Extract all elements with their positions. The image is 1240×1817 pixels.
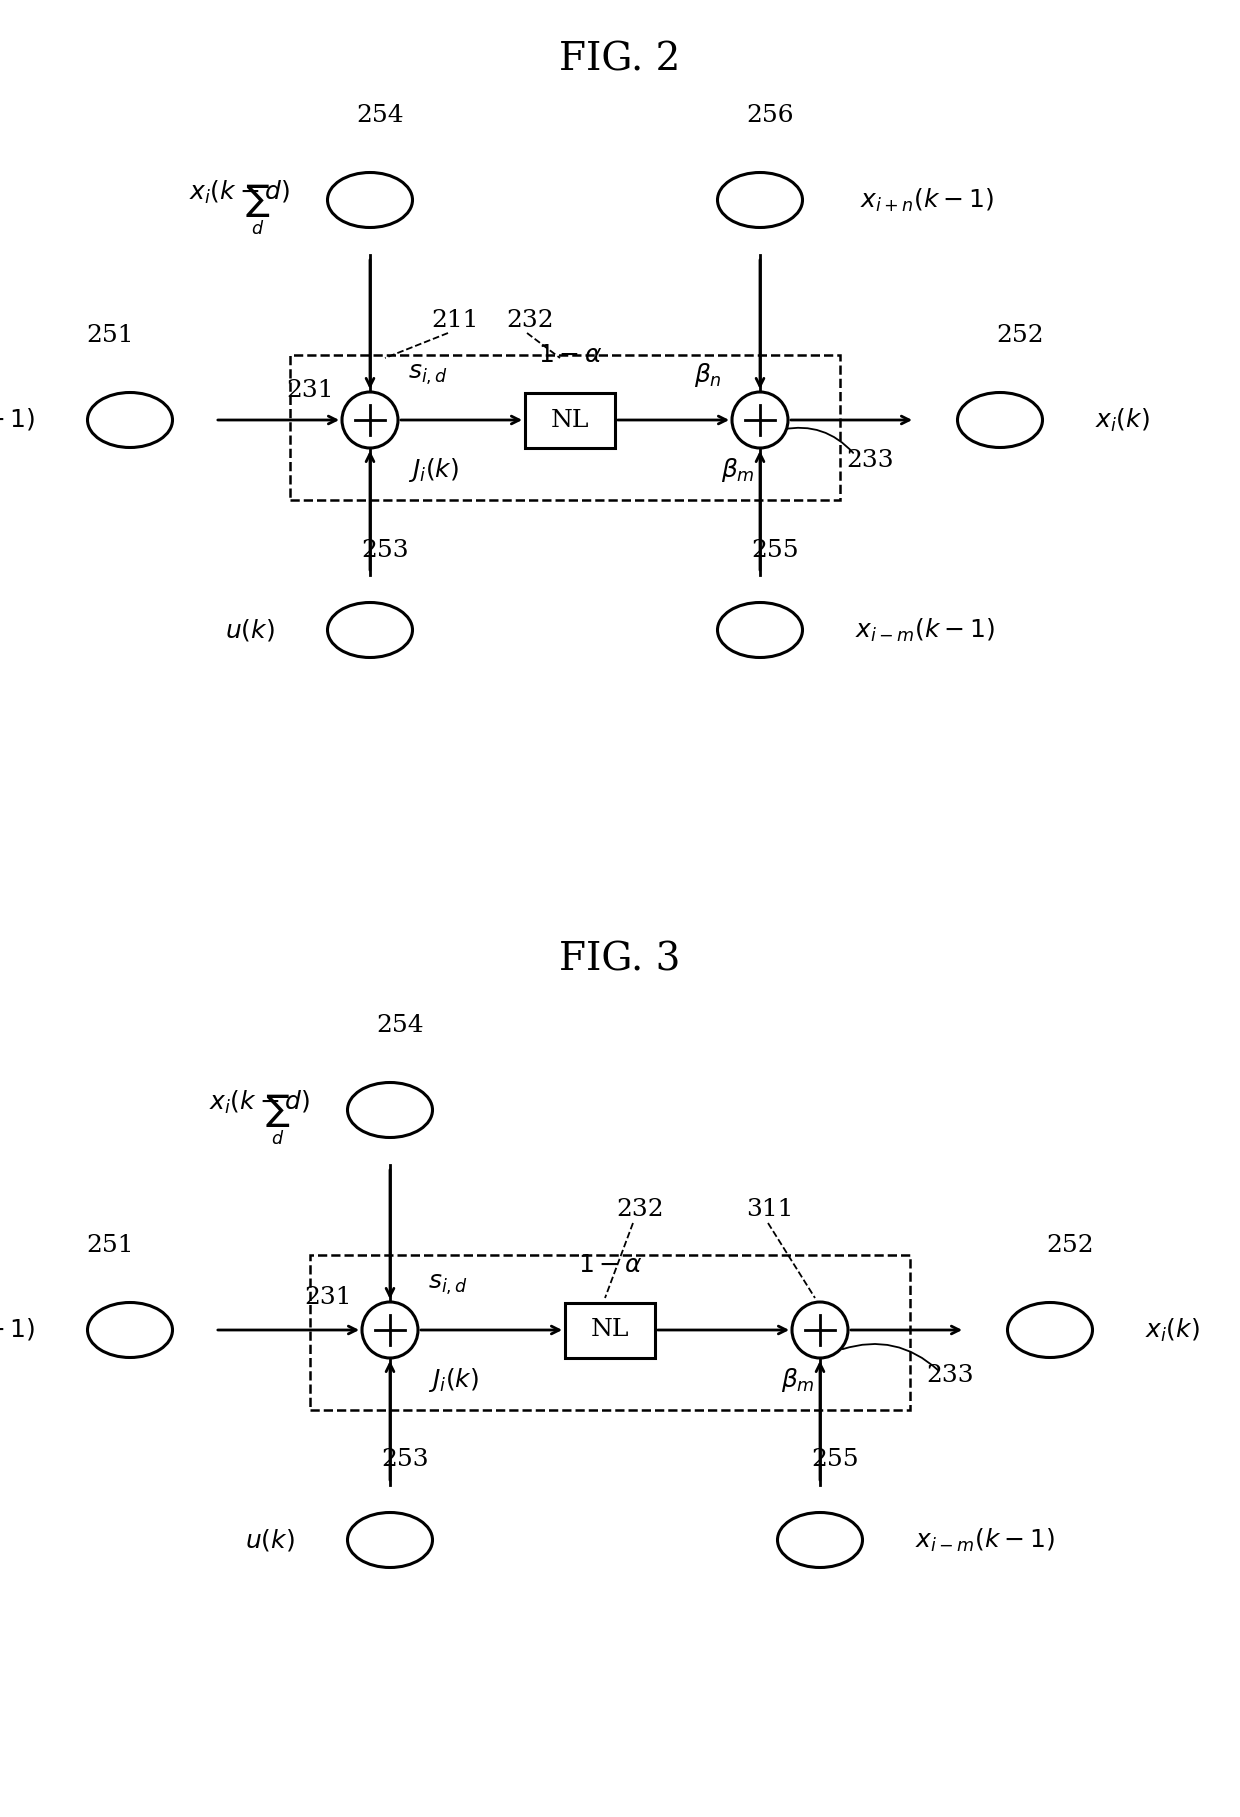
- Text: 232: 232: [616, 1199, 663, 1221]
- Circle shape: [792, 1303, 848, 1357]
- Bar: [290, 354, 839, 500]
- Text: $s_{i,d}$: $s_{i,d}$: [408, 363, 448, 387]
- Text: 254: 254: [356, 104, 404, 127]
- Text: NL: NL: [551, 409, 589, 431]
- Circle shape: [362, 1303, 418, 1357]
- Text: $\beta_m$: $\beta_m$: [722, 456, 755, 483]
- Ellipse shape: [347, 1512, 433, 1568]
- Text: $\sum_{d}$: $\sum_{d}$: [244, 182, 270, 238]
- Text: 251: 251: [87, 323, 134, 347]
- Text: $\beta_m$: $\beta_m$: [781, 1366, 815, 1394]
- Text: $x_i(k-1)$: $x_i(k-1)$: [0, 1316, 35, 1343]
- Ellipse shape: [718, 173, 802, 227]
- Text: 252: 252: [1047, 1234, 1094, 1257]
- Text: FIG. 2: FIG. 2: [559, 42, 681, 78]
- Text: FIG. 3: FIG. 3: [559, 941, 681, 979]
- Text: 233: 233: [926, 1363, 973, 1386]
- Text: 255: 255: [811, 1448, 859, 1472]
- Text: $s_{i,d}$: $s_{i,d}$: [428, 1274, 467, 1297]
- Text: 253: 253: [381, 1448, 429, 1472]
- Text: $x_i(k)$: $x_i(k)$: [1145, 1316, 1200, 1343]
- Text: $x_{i-m}(k-1)$: $x_{i-m}(k-1)$: [915, 1526, 1055, 1554]
- Text: $u(k)$: $u(k)$: [226, 618, 275, 643]
- Ellipse shape: [777, 1512, 863, 1568]
- Text: NL: NL: [590, 1319, 629, 1341]
- Ellipse shape: [327, 603, 413, 658]
- Text: $\beta_n$: $\beta_n$: [694, 362, 722, 389]
- Text: 233: 233: [846, 449, 894, 471]
- Text: $x_i(k-d)$: $x_i(k-d)$: [208, 1088, 310, 1116]
- Text: $\sum_{d}$: $\sum_{d}$: [265, 1092, 290, 1148]
- Text: 252: 252: [996, 323, 1044, 347]
- Bar: [525, 392, 615, 447]
- Ellipse shape: [327, 173, 413, 227]
- Text: $x_i(k-d)$: $x_i(k-d)$: [188, 178, 290, 205]
- Text: $u(k)$: $u(k)$: [246, 1526, 295, 1554]
- Ellipse shape: [347, 1083, 433, 1137]
- Text: 211: 211: [432, 309, 479, 331]
- Text: $1-\alpha$: $1-\alpha$: [538, 343, 603, 367]
- Text: 251: 251: [87, 1234, 134, 1257]
- Text: $x_{i-m}(k-1)$: $x_{i-m}(k-1)$: [856, 616, 994, 643]
- Text: 231: 231: [304, 1286, 352, 1310]
- Bar: [565, 1303, 655, 1357]
- Text: 253: 253: [361, 538, 409, 561]
- Text: $x_i(k-1)$: $x_i(k-1)$: [0, 407, 35, 434]
- Ellipse shape: [957, 392, 1043, 447]
- Circle shape: [732, 392, 787, 449]
- Text: 254: 254: [376, 1014, 424, 1036]
- Ellipse shape: [88, 1303, 172, 1357]
- Circle shape: [342, 392, 398, 449]
- Text: $x_{i+n}(k-1)$: $x_{i+n}(k-1)$: [861, 187, 994, 214]
- Text: 231: 231: [286, 378, 334, 402]
- Text: $x_i(k)$: $x_i(k)$: [1095, 407, 1149, 434]
- Text: $J_i(k)$: $J_i(k)$: [428, 1366, 479, 1394]
- Bar: [310, 1256, 910, 1410]
- Text: 256: 256: [746, 104, 794, 127]
- Text: 311: 311: [746, 1199, 794, 1221]
- Text: $1-\alpha$: $1-\alpha$: [578, 1254, 642, 1277]
- Text: 255: 255: [751, 538, 799, 561]
- Text: 232: 232: [506, 309, 554, 331]
- Ellipse shape: [88, 392, 172, 447]
- Text: $J_i(k)$: $J_i(k)$: [408, 456, 459, 483]
- Ellipse shape: [718, 603, 802, 658]
- Ellipse shape: [1007, 1303, 1092, 1357]
